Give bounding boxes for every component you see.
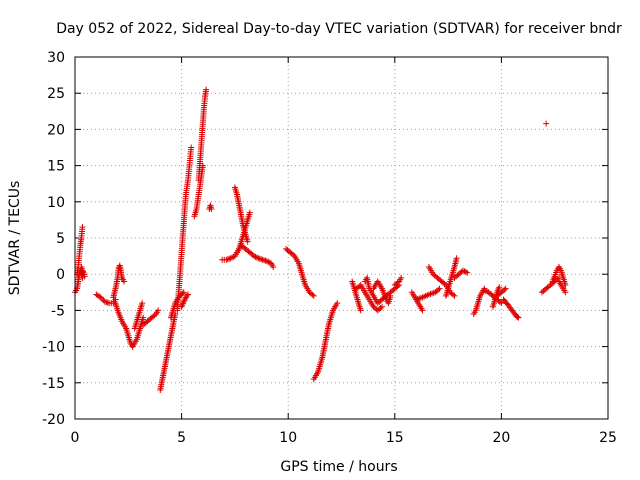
data-point — [482, 287, 489, 294]
x-tick-label: 15 — [386, 430, 404, 446]
y-tick-label: 25 — [47, 86, 65, 102]
y-tick-label: 0 — [56, 267, 65, 283]
y-tick-label: 10 — [47, 195, 65, 211]
plot-frame — [74, 56, 609, 420]
data-point — [496, 298, 503, 305]
data-point — [81, 273, 88, 280]
data-point — [357, 307, 364, 314]
data-point — [451, 292, 458, 299]
data-point — [441, 280, 448, 287]
data-point — [253, 254, 260, 261]
data-point — [151, 312, 158, 319]
y-tick-label: -10 — [42, 340, 65, 356]
data-point — [387, 292, 394, 299]
y-axis-title: SDTVAR / TECUs — [7, 181, 23, 296]
x-axis-title: GPS time / hours — [280, 459, 397, 475]
data-point — [251, 253, 258, 260]
data-point — [462, 269, 469, 276]
x-tick-label: 25 — [599, 430, 617, 446]
data-point — [377, 304, 384, 311]
grid — [75, 57, 608, 419]
data-point — [208, 206, 215, 213]
data-point — [180, 298, 187, 305]
data-point — [464, 269, 471, 276]
data-point — [246, 209, 253, 216]
data-point — [139, 300, 146, 307]
data-point — [398, 274, 405, 281]
data-point — [502, 285, 509, 292]
data-point — [310, 292, 317, 299]
data-point — [121, 278, 128, 285]
data-point — [460, 267, 467, 274]
data-point — [183, 292, 190, 299]
y-tick-label: 5 — [56, 231, 65, 247]
data-point — [435, 286, 442, 293]
data-point — [514, 313, 521, 320]
data-point — [265, 258, 272, 265]
y-tick-label: 15 — [47, 159, 65, 175]
data-point — [436, 285, 443, 292]
data-point — [79, 224, 86, 231]
data-point — [309, 291, 316, 298]
data-point — [515, 314, 522, 321]
x-tick-label: 0 — [71, 430, 80, 446]
data-point — [496, 284, 503, 291]
data-point — [501, 286, 508, 293]
data-point — [450, 291, 457, 298]
y-tick-label: 20 — [47, 122, 65, 138]
data-point — [461, 268, 468, 275]
data-point — [97, 294, 104, 301]
y-tick-label: 30 — [47, 50, 65, 66]
y-tick-label: -20 — [42, 412, 65, 428]
x-tick-label: 10 — [279, 430, 297, 446]
data-point — [99, 295, 106, 302]
x-tick-label: 5 — [177, 430, 186, 446]
data-point — [481, 287, 488, 294]
data-marks — [72, 86, 569, 394]
data-point — [244, 238, 251, 245]
data-point — [394, 279, 401, 286]
data-point — [498, 300, 505, 307]
data-point — [180, 289, 187, 296]
tick-labels: 0 5 10 15 20 25 -20 -15 -10 -5 0 5 10 15 20 25 30 — [42, 50, 617, 446]
data-point — [270, 263, 277, 270]
data-point — [252, 253, 259, 260]
data-point — [419, 307, 426, 314]
data-point — [379, 303, 386, 310]
data-point — [203, 86, 210, 93]
y-tick-label: -15 — [42, 376, 65, 392]
data-point — [184, 291, 191, 298]
y-tick-label: -5 — [51, 303, 65, 319]
data-point — [155, 307, 162, 314]
data-point — [562, 289, 569, 296]
data-point — [140, 314, 147, 321]
data-point — [181, 297, 188, 304]
data-point — [543, 120, 550, 127]
data-point — [334, 300, 341, 307]
data-point — [263, 258, 270, 265]
data-point — [188, 144, 195, 151]
data-point — [290, 251, 297, 258]
data-point — [227, 255, 234, 262]
x-tick-label: 20 — [492, 430, 510, 446]
chart-title: Day 052 of 2022, Sidereal Day-to-day VTE… — [56, 21, 622, 37]
data-point — [79, 268, 86, 275]
axis-ticks — [74, 56, 609, 420]
data-point — [453, 255, 460, 262]
data-point — [229, 254, 236, 261]
